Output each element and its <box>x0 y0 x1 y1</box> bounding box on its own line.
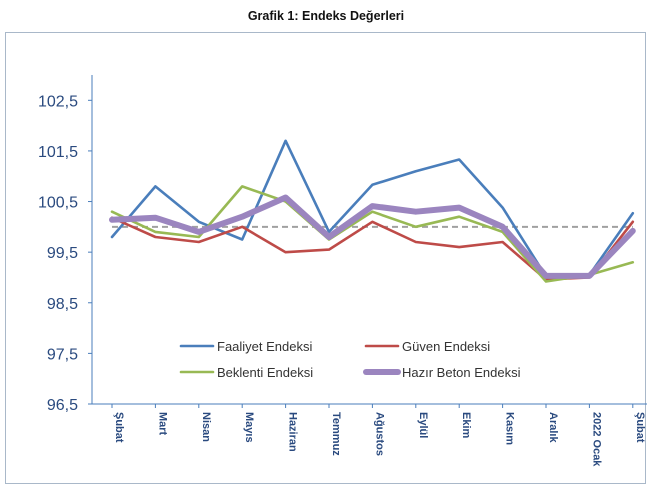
y-tick-label: 102,5 <box>38 93 78 110</box>
x-tick-label: Temmuz <box>330 412 342 456</box>
x-tick-label: Aralık <box>547 412 559 443</box>
y-tick-label: 96,5 <box>47 397 78 414</box>
x-tick-label: Ekim <box>460 412 472 439</box>
chart-area: 96,5 97,5 98,5 99,5 100,5 101,5 102,5 Şubat Mart… <box>5 32 647 484</box>
x-tick-label: 2022 Ocak <box>590 412 602 467</box>
legend-label: Faaliyet Endeksi <box>217 339 312 354</box>
legend-label: Güven Endeksi <box>402 339 490 354</box>
y-tick-label: 98,5 <box>47 296 78 313</box>
y-tick-label: 99,5 <box>47 245 78 262</box>
x-tick-label: Kasım <box>504 412 516 445</box>
chart-title: Grafik 1: Endeks Değerleri <box>247 9 405 23</box>
y-tick-label: 97,5 <box>47 346 78 363</box>
y-tick-label: 100,5 <box>38 195 78 212</box>
x-tick-label: Mayıs <box>243 412 255 443</box>
x-tick-label: Nisan <box>200 412 212 442</box>
legend-label: Beklenti Endeksi <box>217 365 313 380</box>
legend-label: Hazır Beton Endeksi <box>402 365 521 380</box>
series-line-3 <box>110 185 635 283</box>
x-tick-label: Mart <box>156 412 168 436</box>
x-tick-label: Eylül <box>417 412 429 438</box>
x-tick-label: Şubat <box>113 412 125 443</box>
plot-svg: 96,5 97,5 98,5 99,5 100,5 101,5 102,5 Şubat Mart… <box>38 75 647 467</box>
x-tick-label: Haziran <box>287 412 299 452</box>
series-line-4 <box>109 194 636 279</box>
series-line-2 <box>110 216 635 281</box>
x-tick-label: Şubat <box>634 412 646 443</box>
y-tick-label: 101,5 <box>38 144 78 161</box>
x-tick-label: Ağustos <box>373 412 385 456</box>
